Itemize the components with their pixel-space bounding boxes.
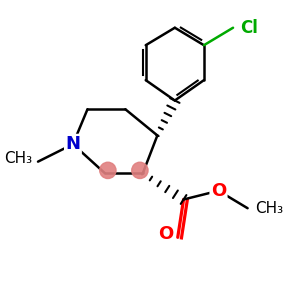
Text: O: O: [158, 225, 174, 243]
Circle shape: [132, 162, 148, 178]
Text: O: O: [211, 182, 226, 200]
Text: N: N: [65, 135, 80, 153]
Text: Cl: Cl: [240, 19, 258, 37]
Text: CH₃: CH₃: [255, 201, 283, 216]
Circle shape: [100, 162, 116, 178]
Text: CH₃: CH₃: [4, 151, 32, 166]
